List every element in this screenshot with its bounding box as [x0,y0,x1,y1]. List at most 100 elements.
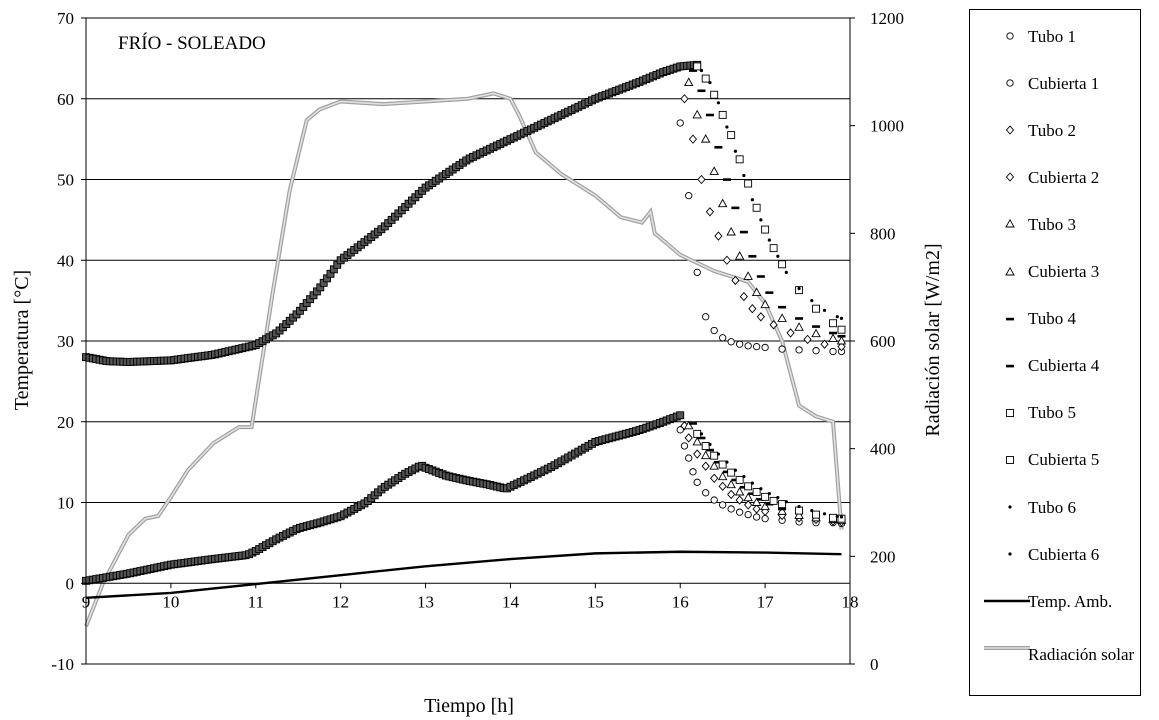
point-tubo-4 [731,206,740,210]
point-tubo-6 [759,218,763,222]
legend-symbol [984,646,1030,651]
point-tubo-4 [739,230,748,234]
point-cubierta-1 [727,505,735,513]
point-cubierta-4 [688,422,697,425]
point-tubo-6 [716,101,721,105]
legend-symbol [1005,172,1015,182]
legend-marker [1006,408,1014,417]
legend-label: Cubierta 3 [1028,262,1100,281]
point-tubo-6 [725,125,729,129]
point-tubo-4 [756,275,765,278]
legend-label: Cubierta 5 [1028,450,1100,470]
grid [86,17,850,503]
point-cubierta-6 [725,460,729,464]
point-tubo-1 [719,334,727,342]
point-cubierta-1 [719,501,727,509]
x-tick-label: 14 [502,592,520,611]
axes: -10 0 10 20 30 40 50 60 70 0 200 400 600 800 1000 1200 9… [51,9,904,674]
point-cubierta-6 [742,475,746,479]
point-cubierta-1 [693,478,701,486]
point-tubo-3 [692,109,702,119]
point-tubo-1 [693,268,701,277]
point-cubierta-1 [710,496,718,504]
chart-title: FRÍO - SOLEADO [118,32,266,54]
x-tick-label: 11 [248,592,264,611]
x-tick-label: 17 [757,592,775,611]
point-tubo-6 [750,198,754,202]
y-tick-label: 30 [57,332,74,351]
legend-symbol [984,599,1030,603]
point-tubo-5 [752,203,761,212]
point-tubo-3 [743,271,753,280]
point-tubo-6 [699,68,704,73]
point-tubo-1 [812,347,820,355]
x-tick-label: 15 [587,592,604,611]
x-tick-label: 9 [82,592,91,611]
point-tubo-2 [680,94,689,104]
y-tick-label: 10 [57,494,74,513]
legend-marker [1005,125,1015,135]
point-tubo-2 [769,320,778,330]
point-cubierta-6 [822,512,827,516]
x-tick-label: 16 [672,592,689,611]
point-tubo-1 [676,119,684,127]
point-cubierta-4 [714,460,723,464]
point-cubierta-4 [722,470,731,474]
legend-symbol [1008,505,1012,509]
point-tubo-2 [731,275,740,286]
point-cubierta-2 [701,461,710,471]
legend-label: Cubierta 4 [1028,356,1100,376]
legend-item: Cubierta 1 [970,63,1140,103]
point-cubierta-4 [739,485,748,489]
point-cubierta-5 [735,475,744,484]
radiacion-solar-line-inner [85,92,843,627]
point-tubo-1 [702,313,710,321]
point-tubo-3 [717,198,728,208]
point-tubo-6 [835,315,839,319]
point-cubierta-6 [750,481,754,485]
y-tick-label: 20 [57,413,74,432]
point-cubierta-6 [776,496,780,500]
point-cubierta-5 [727,468,736,477]
x-tick-label: 10 [162,592,179,611]
legend-marker [1005,266,1015,275]
point-tubo-5 [812,304,820,313]
point-tubo-1 [829,347,837,356]
point-cubierta-6 [699,432,704,436]
point-tubo-3 [794,322,804,331]
legend-label: Tubo 3 [1028,214,1077,234]
legend-symbol [1006,364,1014,368]
y2-tick-label: 0 [870,655,879,674]
point-tubo-4 [795,317,804,320]
point-cubierta-4 [756,498,765,501]
point-cubierta-3 [734,486,745,496]
point-tubo-5 [718,110,727,119]
y2-tick-label: 600 [870,332,896,351]
point-tubo-6 [742,173,746,178]
x-tick-label: 12 [332,592,349,611]
point-cubierta-5 [701,442,710,450]
point-cubierta-4 [731,478,740,482]
legend-marker [1008,505,1012,509]
point-cubierta-2 [735,495,744,505]
point-tubo-2 [688,134,698,144]
point-cubierta-4 [748,492,757,496]
point-cubierta-1 [752,513,761,521]
point-tubo-2 [705,207,715,217]
legend-item: Tubo 2 [970,110,1140,150]
legend-marker [1005,172,1015,182]
point-tubo-6 [767,238,771,242]
legend-symbol [1006,317,1014,320]
point-cubierta-3 [709,461,719,470]
point-cubierta-3 [700,450,711,460]
point-tubo-6 [810,299,814,303]
point-cubierta-4 [697,436,706,440]
point-cubierta-5 [769,496,778,505]
point-cubierta-6 [797,504,801,509]
point-tubo-3 [828,333,838,343]
point-tubo-4 [697,89,706,93]
y-tick-label: 60 [57,90,74,109]
point-tubo-4 [722,178,731,181]
legend-item: Tubo 1 [970,16,1140,56]
